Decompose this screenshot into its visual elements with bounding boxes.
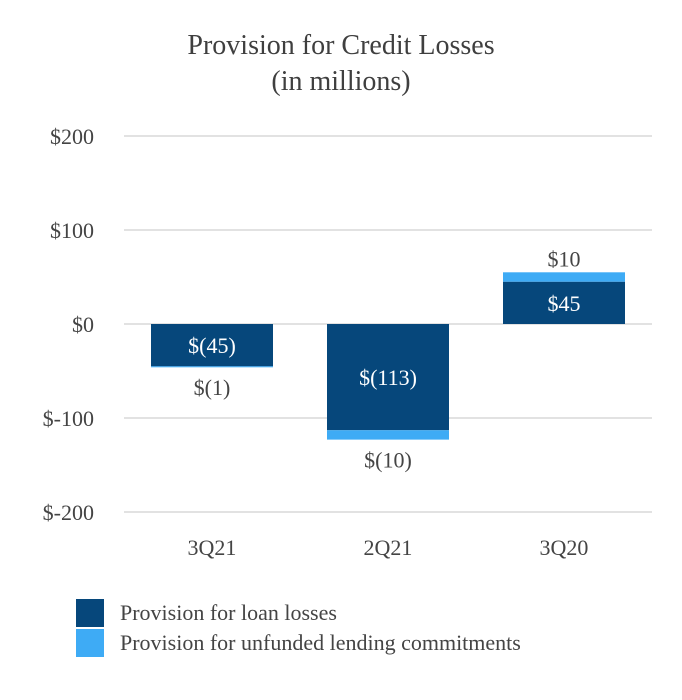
data-labels: $(45) $(1) $(113) $(10) $45 $10 xyxy=(188,246,580,472)
bar-unfunded-commitments-3q21 xyxy=(151,366,273,368)
legend-label-loan-losses: Provision for loan losses xyxy=(120,600,337,625)
data-label-loan-losses-2q21: $(113) xyxy=(359,365,417,390)
x-tick-labels: 3Q21 2Q21 3Q20 xyxy=(188,535,589,560)
legend-label-unfunded-commitments: Provision for unfunded lending commitmen… xyxy=(120,630,521,655)
y-tick-label: $-100 xyxy=(43,406,94,431)
bars xyxy=(151,272,625,440)
legend-swatch-loan-losses xyxy=(76,599,104,627)
legend: Provision for loan losses Provision for … xyxy=(76,598,521,658)
chart-title-block: Provision for Credit Losses (in millions… xyxy=(0,28,682,100)
x-tick-label: 3Q21 xyxy=(188,535,237,560)
x-tick-label: 2Q21 xyxy=(364,535,413,560)
data-label-unfunded-commitments-3q20: $10 xyxy=(548,246,581,271)
y-tick-label: $-200 xyxy=(43,500,94,525)
y-tick-labels: $200 $100 $0 $-100 $-200 xyxy=(43,124,94,525)
bar-loan-losses-3q21 xyxy=(151,324,273,367)
legend-item-unfunded-commitments: Provision for unfunded lending commitmen… xyxy=(76,628,521,658)
legend-item-loan-losses: Provision for loan losses xyxy=(76,598,521,628)
chart-subtitle: (in millions) xyxy=(271,66,411,97)
y-tick-label: $0 xyxy=(72,312,94,337)
data-label-loan-losses-3q20: $45 xyxy=(548,291,581,316)
data-label-loan-losses-3q21: $(45) xyxy=(188,333,236,358)
y-tick-label: $100 xyxy=(50,218,94,243)
legend-swatch-unfunded-commitments xyxy=(76,629,104,657)
x-tick-label: 3Q20 xyxy=(540,535,589,560)
bar-loan-losses-3q20 xyxy=(503,281,625,324)
bar-loan-losses-2q21 xyxy=(327,324,449,431)
bar-unfunded-commitments-3q20 xyxy=(503,272,625,282)
y-tick-label: $200 xyxy=(50,124,94,149)
bar-unfunded-commitments-2q21 xyxy=(327,430,449,440)
data-label-unfunded-commitments-3q21: $(1) xyxy=(194,375,231,400)
chart-title: Provision for Credit Losses xyxy=(187,30,495,61)
data-label-unfunded-commitments-2q21: $(10) xyxy=(364,448,412,473)
chart-plot: $200 $100 $0 $-100 $-200 $(45) $(1) $(113) $(10… xyxy=(43,124,652,560)
